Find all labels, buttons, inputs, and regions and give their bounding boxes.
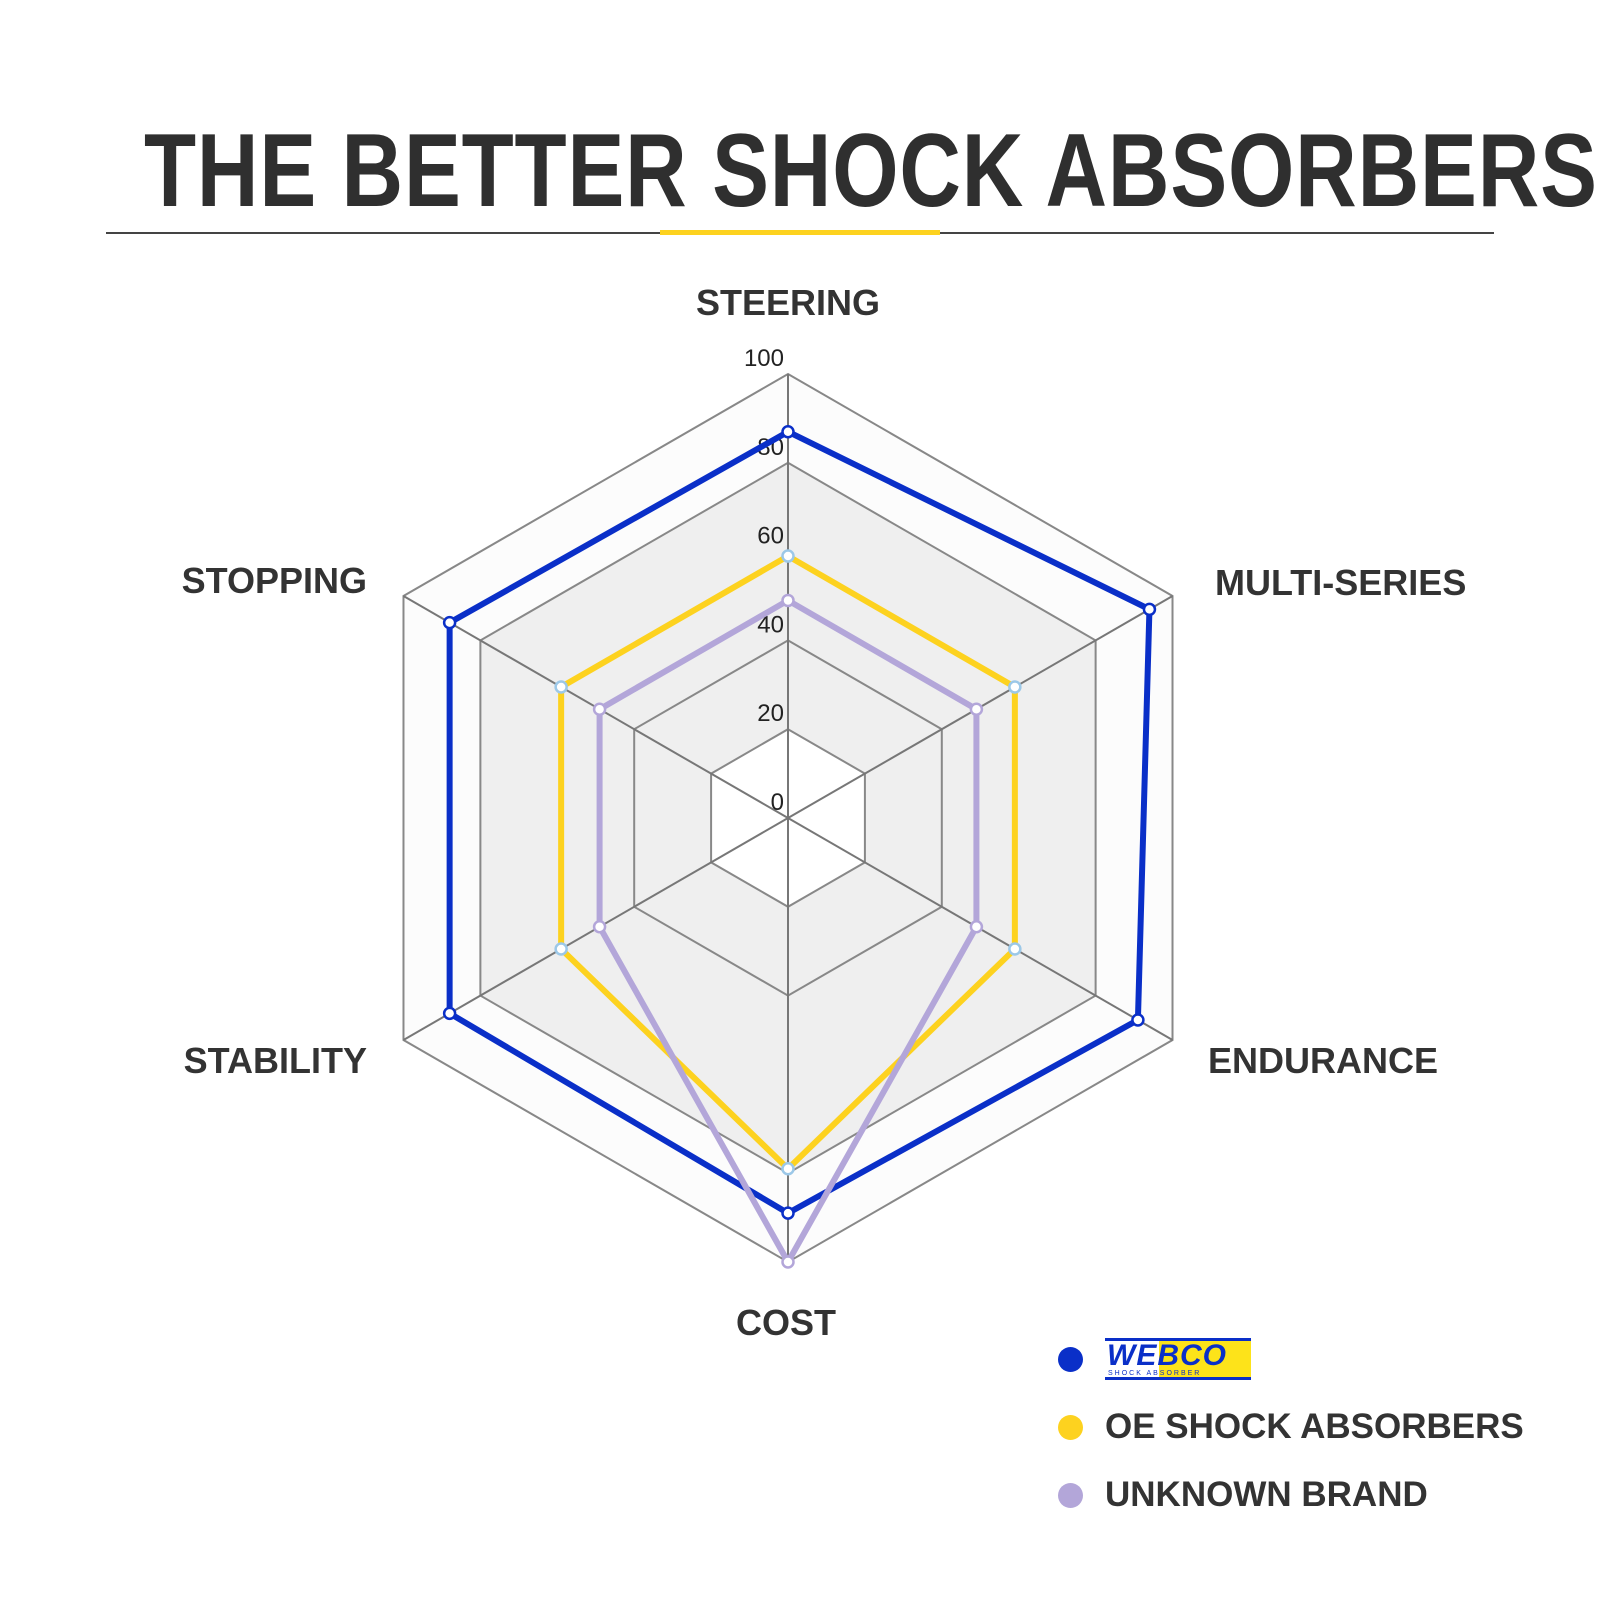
title-divider-accent [660, 230, 940, 235]
legend-item-unknown: UNKNOWN BRAND [1058, 1475, 1428, 1515]
data-point [781, 593, 795, 608]
data-point [442, 1006, 457, 1021]
data-point [969, 702, 984, 716]
legend-dot-webco [1058, 1346, 1083, 1372]
data-point [592, 702, 607, 716]
data-point [781, 549, 795, 563]
page-title: THE BETTER SHOCK ABSORBERS [144, 113, 1598, 229]
axis-label-steering: STEERING [695, 282, 881, 323]
tick-label: 100 [744, 345, 784, 372]
data-point [442, 615, 457, 630]
data-point [1008, 942, 1022, 956]
legend-dot-oe [1058, 1414, 1083, 1440]
data-point [781, 424, 795, 439]
data-point [1008, 680, 1022, 694]
data-point [781, 1206, 795, 1220]
data-point [781, 1255, 795, 1269]
tick-label: 60 [757, 523, 784, 550]
axis-label-cost: COST [735, 1302, 837, 1343]
legend-item-oe: OE SHOCK ABSORBERS [1058, 1407, 1524, 1447]
webco-logo: WEBCO SHOCK ABSORBER [1105, 1338, 1251, 1380]
tick-label: 0 [771, 789, 784, 816]
axis-label-stopping: STOPPING [181, 560, 367, 601]
data-point [554, 942, 568, 956]
axis-label-endurance: ENDURANCE [1208, 1040, 1439, 1081]
axis-label-multi-series: MULTI-SERIES [1215, 562, 1467, 603]
data-point [554, 680, 568, 694]
data-point [1131, 1013, 1145, 1027]
data-point [969, 920, 984, 934]
legend-item-webco: WEBCO SHOCK ABSORBER [1058, 1338, 1251, 1380]
legend-label-oe: OE SHOCK ABSORBERS [1105, 1407, 1524, 1446]
legend-label-unknown: UNKNOWN BRAND [1105, 1475, 1428, 1514]
data-point [781, 1162, 795, 1176]
data-point [592, 920, 607, 934]
legend-dot-unknown [1058, 1482, 1083, 1508]
axis-label-stability: STABILITY [183, 1040, 367, 1081]
data-point [1142, 602, 1157, 617]
tick-label: 20 [757, 700, 784, 727]
